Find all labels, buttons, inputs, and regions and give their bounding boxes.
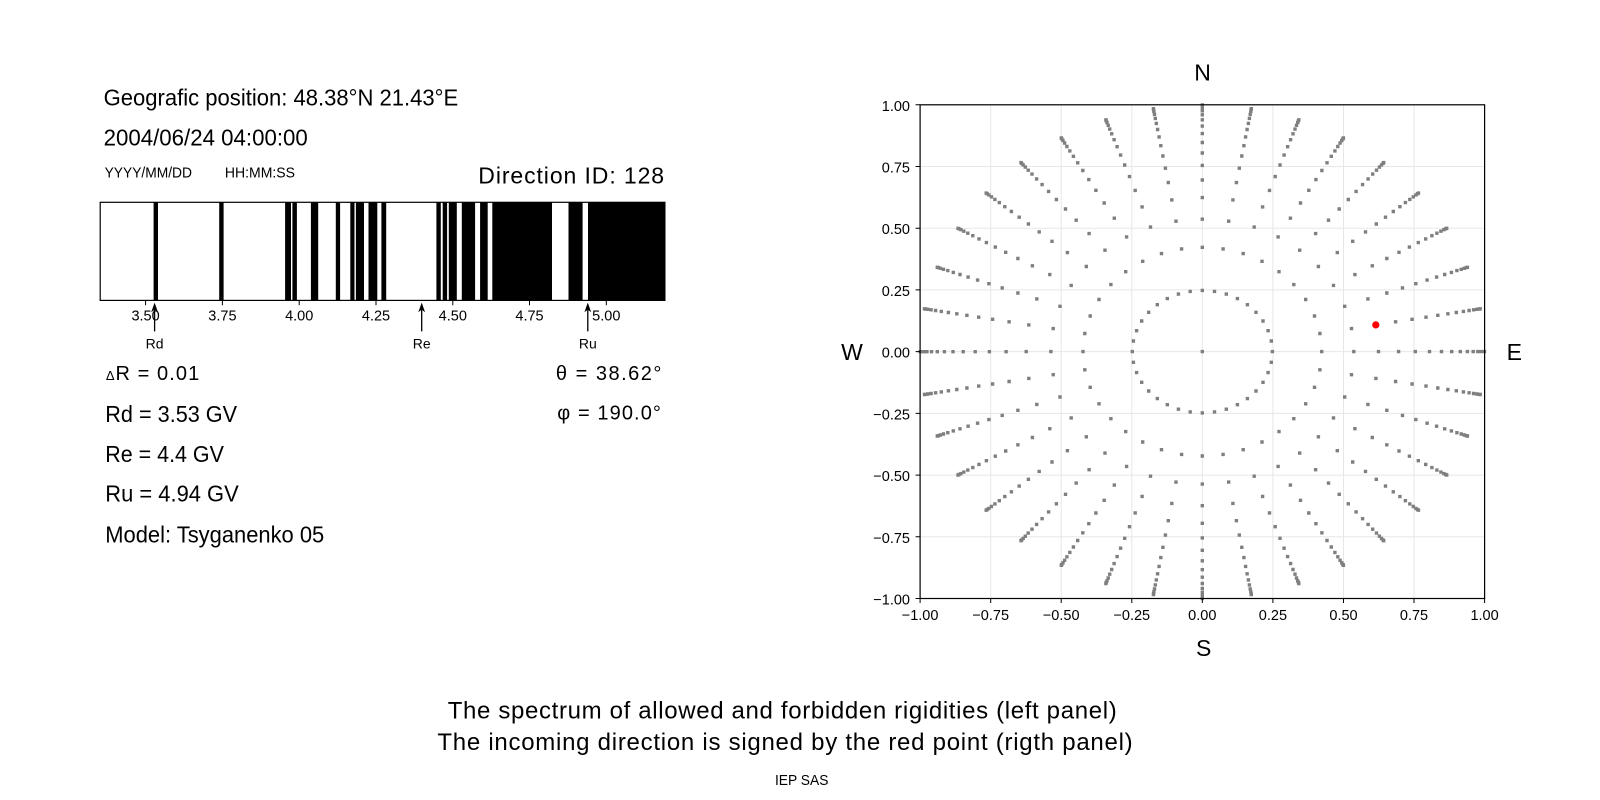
svg-text:Rd: Rd <box>146 336 164 352</box>
svg-text:−0.75: −0.75 <box>972 608 1009 624</box>
svg-text:E: E <box>1507 339 1522 365</box>
svg-text:0.00: 0.00 <box>1188 608 1216 624</box>
svg-text:The incoming direction is sign: The incoming direction is signed by the … <box>437 729 1132 756</box>
svg-text:Rd = 3.53 GV: Rd = 3.53 GV <box>105 401 237 427</box>
svg-text:Direction ID: 128: Direction ID: 128 <box>478 163 664 189</box>
svg-text:3.75: 3.75 <box>208 308 236 324</box>
svg-text:−0.75: −0.75 <box>873 531 910 547</box>
svg-text:0.50: 0.50 <box>882 222 910 238</box>
svg-text:IEP SAS: IEP SAS <box>775 772 829 789</box>
svg-text:1.00: 1.00 <box>1470 608 1498 624</box>
svg-text:Re: Re <box>413 336 431 352</box>
svg-text:−0.25: −0.25 <box>873 407 910 423</box>
svg-text:−0.50: −0.50 <box>873 469 910 485</box>
svg-text:Model: Tsyganenko 05: Model: Tsyganenko 05 <box>105 522 324 548</box>
svg-text:θ = 38.62°: θ = 38.62° <box>556 363 662 385</box>
svg-text:Ru: Ru <box>579 336 597 352</box>
svg-text:W: W <box>841 339 863 365</box>
svg-text:0.25: 0.25 <box>882 284 910 300</box>
svg-text:1.00: 1.00 <box>882 99 910 115</box>
svg-text:Geografic position: 48.38°N 21: Geografic position: 48.38°N 21.43°E <box>104 85 459 111</box>
svg-text:Ru = 4.94 GV: Ru = 4.94 GV <box>105 481 239 507</box>
svg-text:0.75: 0.75 <box>1400 608 1428 624</box>
svg-text:N: N <box>1194 59 1211 85</box>
svg-text:5.00: 5.00 <box>592 308 620 324</box>
svg-text:R = 0.01: R = 0.01 <box>116 363 200 385</box>
svg-text:0.50: 0.50 <box>1329 608 1357 624</box>
svg-text:−1.00: −1.00 <box>902 608 939 624</box>
svg-text:−0.50: −0.50 <box>1043 608 1080 624</box>
svg-text:Re = 4.4 GV: Re = 4.4 GV <box>105 441 224 467</box>
svg-text:0.75: 0.75 <box>882 161 910 177</box>
svg-text:HH:MM:SS: HH:MM:SS <box>225 165 295 182</box>
svg-text:0.25: 0.25 <box>1259 608 1287 624</box>
svg-text:3.50: 3.50 <box>131 308 159 324</box>
svg-text:−0.25: −0.25 <box>1113 608 1150 624</box>
svg-text:4.50: 4.50 <box>439 308 467 324</box>
svg-text:0.00: 0.00 <box>882 346 910 362</box>
svg-text:The spectrum of allowed and fo: The spectrum of allowed and forbidden ri… <box>448 697 1117 724</box>
svg-text:φ = 190.0°: φ = 190.0° <box>557 403 661 425</box>
svg-text:4.25: 4.25 <box>362 308 390 324</box>
svg-text:4.00: 4.00 <box>285 308 313 324</box>
svg-text:∆: ∆ <box>106 368 114 383</box>
svg-text:4.75: 4.75 <box>515 308 543 324</box>
svg-text:YYYY/MM/DD: YYYY/MM/DD <box>105 165 193 182</box>
svg-text:−1.00: −1.00 <box>873 593 910 609</box>
svg-text:2004/06/24 04:00:00: 2004/06/24 04:00:00 <box>104 125 308 151</box>
svg-text:S: S <box>1196 635 1211 661</box>
